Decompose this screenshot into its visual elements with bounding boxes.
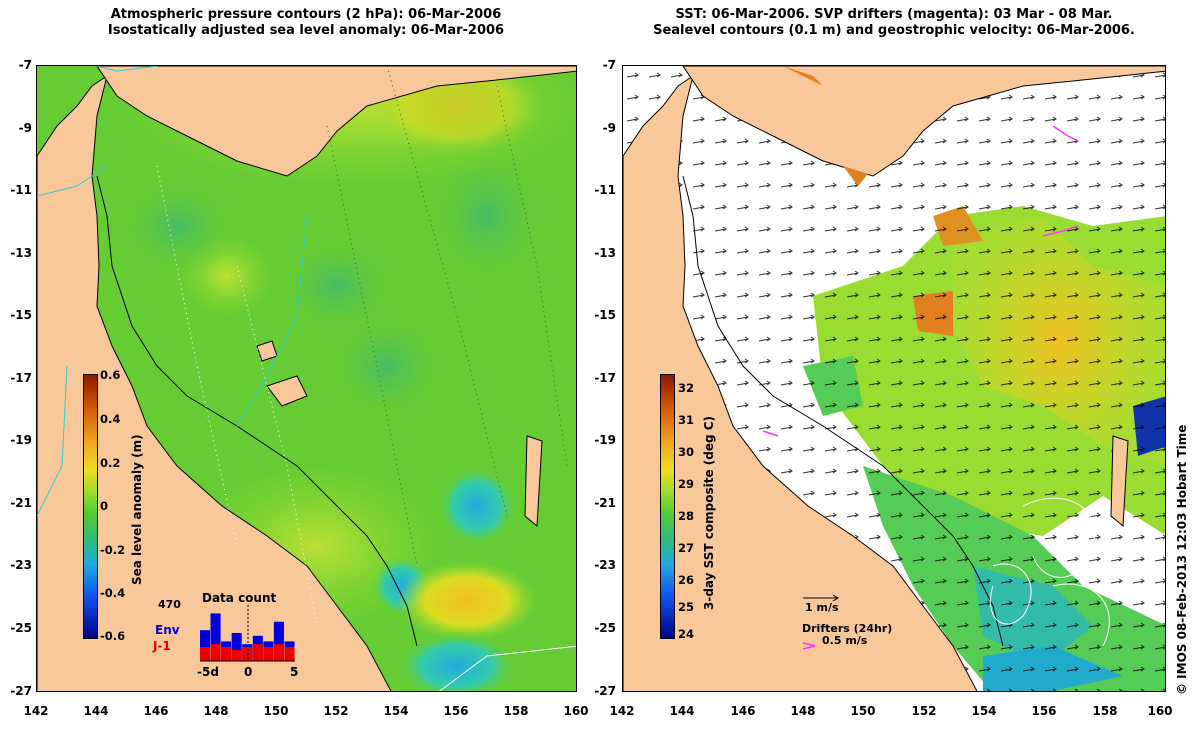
hist-xtick: 5	[290, 665, 299, 679]
y-tick: -17	[10, 371, 32, 385]
y-tick: -13	[594, 246, 616, 260]
new-guinea-land	[682, 66, 1165, 177]
y-tick: -23	[594, 558, 616, 572]
drifters-scale-label: 0.5 m/s	[822, 634, 868, 647]
j1-bar	[200, 647, 211, 661]
data-count-histogram	[200, 605, 295, 662]
x-tick: 142	[23, 704, 49, 718]
y-tick: -27	[10, 684, 32, 698]
y-tick: -11	[10, 183, 32, 197]
data-count-max: 470	[158, 598, 181, 611]
env-bar	[273, 621, 284, 661]
sst-colorbar	[660, 374, 675, 639]
y-tick: -11	[594, 183, 616, 197]
australia-land	[623, 74, 978, 691]
right-map-title: SST: 06-Mar-2006. SVP drifters (magenta)…	[622, 7, 1166, 39]
sst-colorbar-tick: 32	[678, 381, 695, 395]
legend-j1: J-1	[153, 639, 171, 653]
sst-colorbar-tick: 26	[678, 573, 695, 587]
j1-bar	[210, 644, 221, 661]
hist-xtick: 0	[244, 665, 253, 679]
sst-colorbar-tick: 28	[678, 509, 695, 523]
sst-colorbar-tick: 31	[678, 413, 695, 427]
sea-level-colorbar-label: Sea level anomaly (m)	[130, 434, 144, 585]
imos-credit: © IMOS 08-Feb-2013 12:03 Hobart Time	[1175, 424, 1189, 695]
left-map-title: Atmospheric pressure contours (2 hPa): 0…	[36, 7, 576, 39]
y-tick: -7	[18, 58, 32, 72]
sst-colorbar-tick: 30	[678, 445, 695, 459]
j1-bar	[263, 647, 274, 661]
hist-xtick: -5d	[197, 665, 219, 679]
x-tick: 158	[503, 704, 529, 718]
x-tick: 160	[563, 704, 589, 718]
env-bar	[231, 633, 242, 661]
x-tick: 152	[911, 704, 937, 718]
left-title-line2: Isostatically adjusted sea level anomaly…	[107, 23, 505, 38]
j1-bar	[284, 647, 295, 661]
right-title-line2: Sealevel contours (0.1 m) and geostrophi…	[653, 23, 1135, 38]
env-bar	[200, 630, 211, 661]
y-tick: -15	[10, 308, 32, 322]
sea-level-colorbar	[83, 374, 98, 639]
j1-bar	[221, 647, 232, 661]
legend-env: Env	[155, 623, 180, 637]
y-tick: -13	[10, 246, 32, 260]
x-tick: 154	[383, 704, 409, 718]
sst-colorbar-label: 3-day SST composite (deg C)	[702, 415, 716, 610]
colorbar-tick: 0.6	[100, 368, 121, 382]
j1-bar	[231, 649, 242, 661]
x-tick: 156	[1031, 704, 1057, 718]
sst-colorbar-tick: 29	[678, 477, 695, 491]
j1-bar	[242, 647, 253, 661]
y-tick: -15	[594, 308, 616, 322]
x-tick: 146	[143, 704, 169, 718]
x-tick: 154	[971, 704, 997, 718]
sst-colorbar-tick: 25	[678, 600, 695, 614]
y-tick: -17	[594, 371, 616, 385]
x-tick: 148	[790, 704, 816, 718]
colorbar-tick: 0.4	[100, 412, 121, 426]
y-tick: -21	[10, 496, 32, 510]
y-tick: -21	[594, 496, 616, 510]
colorbar-tick: -0.6	[100, 629, 126, 643]
y-tick: -19	[10, 433, 32, 447]
colorbar-tick: -0.2	[100, 543, 126, 557]
x-tick: 156	[443, 704, 469, 718]
x-tick: 150	[850, 704, 876, 718]
x-tick: 144	[669, 704, 695, 718]
right-title-line1: SST: 06-Mar-2006. SVP drifters (magenta)…	[675, 7, 1113, 22]
left-title-line1: Atmospheric pressure contours (2 hPa): 0…	[110, 7, 502, 22]
x-tick: 148	[203, 704, 229, 718]
j1-bar	[252, 644, 263, 661]
y-tick: -19	[594, 433, 616, 447]
y-tick: -7	[602, 58, 616, 72]
drifters-legend-label: Drifters (24hr)	[802, 622, 893, 635]
sst-map	[622, 65, 1166, 692]
colorbar-tick: -0.4	[100, 586, 126, 600]
new-guinea-land	[96, 66, 576, 177]
colorbar-tick: 0	[100, 499, 109, 513]
x-tick: 142	[609, 704, 635, 718]
x-tick: 158	[1092, 704, 1118, 718]
env-bar	[210, 613, 221, 661]
y-tick: -23	[10, 558, 32, 572]
x-tick: 144	[83, 704, 109, 718]
y-tick: -25	[594, 621, 616, 635]
velocity-scale-label: 1 m/s	[805, 601, 839, 614]
y-tick: -27	[594, 684, 616, 698]
y-tick: -9	[602, 121, 616, 135]
colorbar-tick: 0.2	[100, 456, 121, 470]
x-tick: 152	[323, 704, 349, 718]
x-tick: 160	[1147, 704, 1173, 718]
australia-land	[37, 74, 392, 691]
j1-bar	[273, 644, 284, 661]
sst-colorbar-tick: 24	[678, 627, 695, 641]
x-tick: 146	[730, 704, 756, 718]
sea-level-anomaly-map	[36, 65, 577, 692]
data-count-title: Data count	[202, 591, 277, 605]
y-tick: -9	[18, 121, 32, 135]
y-tick: -25	[10, 621, 32, 635]
x-tick: 150	[263, 704, 289, 718]
sst-colorbar-tick: 27	[678, 541, 695, 555]
